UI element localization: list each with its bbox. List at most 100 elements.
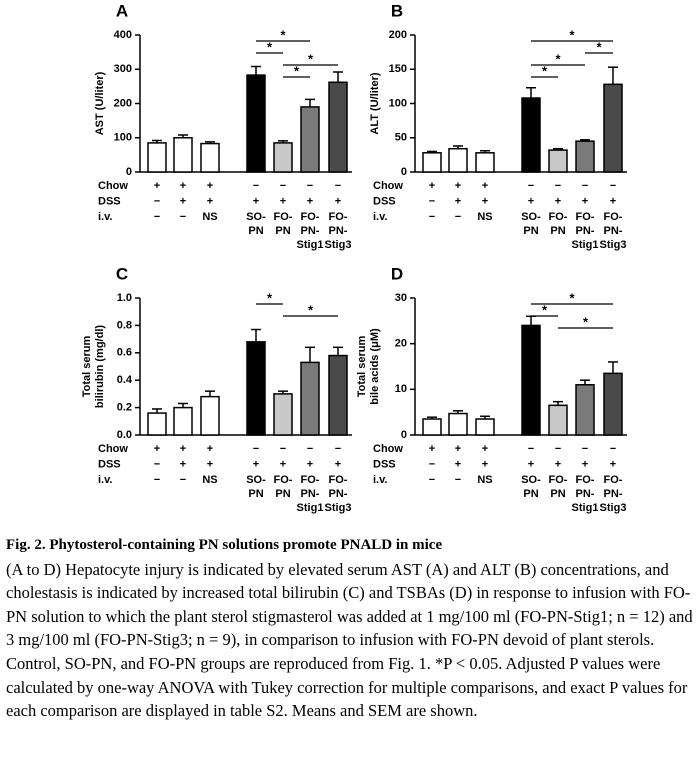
group-label: − [455, 211, 461, 223]
row-value: + [482, 180, 488, 192]
row-value: + [582, 195, 588, 207]
bar [422, 418, 442, 436]
y-tick-label: 200 [114, 97, 132, 109]
group-label: FO- [576, 211, 595, 223]
row-label: DSS [98, 195, 121, 207]
significance-label: * [280, 27, 286, 42]
group-label: PN [550, 225, 565, 237]
group-label: FO- [604, 211, 623, 223]
row-value: + [528, 195, 534, 207]
bar [475, 418, 495, 436]
row-value: − [555, 180, 561, 192]
row-label: Chow [373, 443, 403, 455]
row-value: + [154, 443, 160, 455]
significance-label: * [569, 290, 575, 305]
bar [603, 372, 623, 436]
bar [575, 384, 595, 436]
row-value: − [610, 443, 616, 455]
row-value: + [429, 443, 435, 455]
significance-label: * [542, 302, 548, 317]
y-axis-label: Total serum [356, 336, 368, 398]
group-label: Stig1 [297, 502, 324, 514]
row-label: i.v. [373, 474, 387, 486]
row-value: + [482, 443, 488, 455]
group-label: FO- [329, 211, 348, 223]
row-value: − [429, 195, 435, 207]
bar [548, 404, 568, 436]
significance-label: * [542, 63, 548, 78]
row-label: DSS [373, 195, 396, 207]
row-label: DSS [98, 458, 121, 470]
group-label: Stig1 [572, 239, 599, 251]
y-tick-label: 20 [395, 338, 407, 350]
group-label: Stig3 [325, 502, 352, 514]
significance-label: * [308, 51, 314, 66]
group-label: FO- [301, 211, 320, 223]
y-tick-label: 0.2 [117, 402, 132, 414]
significance-label: * [267, 290, 273, 305]
row-label: Chow [98, 180, 128, 192]
row-value: + [528, 458, 534, 470]
group-label: PN [523, 225, 538, 237]
group-label: − [154, 211, 160, 223]
row-value: + [335, 195, 341, 207]
group-label: PN [550, 488, 565, 500]
bar [575, 140, 595, 173]
group-label: Stig1 [297, 239, 324, 251]
y-tick-label: 30 [395, 292, 407, 304]
group-label: SO- [521, 474, 541, 486]
y-tick-label: 0.4 [117, 374, 133, 386]
y-tick-label: 300 [114, 63, 132, 75]
group-label: PN- [301, 225, 320, 237]
row-value: − [582, 443, 588, 455]
group-label: FO- [549, 474, 568, 486]
group-label: SO- [246, 211, 266, 223]
row-value: + [253, 195, 259, 207]
row-value: − [528, 180, 534, 192]
group-label: − [154, 474, 160, 486]
row-value: + [180, 458, 186, 470]
caption-body: (A to D) Hepatocyte injury is indicated … [6, 559, 693, 721]
row-value: − [307, 180, 313, 192]
row-value: + [482, 458, 488, 470]
row-value: + [280, 458, 286, 470]
bar [521, 324, 541, 436]
group-label: FO- [604, 474, 623, 486]
row-value: + [280, 195, 286, 207]
row-value: + [455, 195, 461, 207]
group-label: PN [248, 488, 263, 500]
y-tick-label: 50 [395, 132, 407, 144]
row-value: − [582, 180, 588, 192]
row-value: − [528, 443, 534, 455]
y-tick-label: 0 [126, 166, 132, 178]
group-label: Stig3 [600, 502, 627, 514]
row-value: + [429, 180, 435, 192]
significance-label: * [569, 27, 575, 42]
row-value: − [307, 443, 313, 455]
bar [328, 354, 348, 436]
group-label: − [429, 474, 435, 486]
row-label: i.v. [98, 211, 112, 223]
panel-label: A [116, 1, 128, 20]
significance-label: * [596, 39, 602, 54]
group-label: PN [275, 488, 290, 500]
row-value: + [455, 458, 461, 470]
significance-label: * [267, 39, 273, 54]
y-axis-label: bile acids (μM) [369, 328, 381, 405]
group-label: Stig3 [600, 239, 627, 251]
bar [422, 152, 442, 173]
bar [147, 142, 167, 173]
row-value: − [253, 180, 259, 192]
row-label: DSS [373, 458, 396, 470]
row-value: − [253, 443, 259, 455]
group-label: − [429, 211, 435, 223]
bar [200, 395, 220, 436]
row-label: i.v. [373, 211, 387, 223]
group-label: NS [477, 474, 492, 486]
row-value: + [180, 443, 186, 455]
caption: Fig. 2. Phytosterol-containing PN soluti… [6, 534, 694, 723]
group-label: SO- [521, 211, 541, 223]
y-tick-label: 200 [389, 29, 407, 41]
bar [147, 412, 167, 436]
